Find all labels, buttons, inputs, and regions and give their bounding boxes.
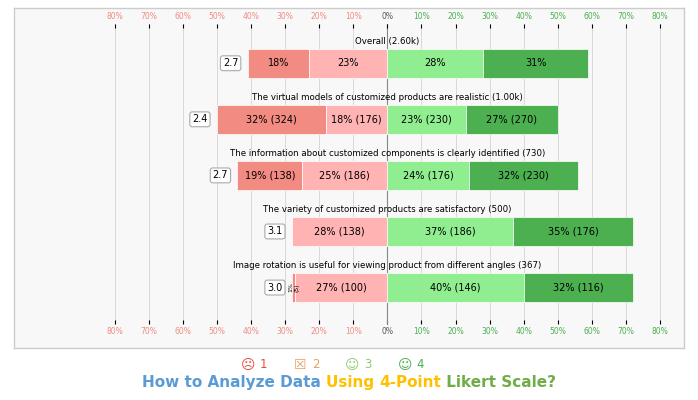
Text: 27% (270): 27% (270)	[487, 114, 537, 124]
Text: The information about customized components is clearly identified (730): The information about customized compone…	[230, 149, 545, 158]
Text: 25% (186): 25% (186)	[320, 170, 370, 180]
Bar	[237, 161, 302, 190]
Text: 18%: 18%	[267, 58, 289, 68]
Bar	[524, 273, 633, 302]
Text: Image rotation is useful for viewing product from different angles (367): Image rotation is useful for viewing pro…	[233, 261, 542, 270]
Bar	[466, 105, 558, 134]
Bar	[483, 49, 588, 78]
Text: 4-Point: 4-Point	[379, 375, 441, 390]
Bar	[309, 49, 387, 78]
Text: 2.7: 2.7	[213, 170, 228, 180]
Bar	[292, 217, 387, 246]
Text: 3.0: 3.0	[267, 282, 283, 292]
Text: 1%
(5): 1% (5)	[288, 283, 299, 292]
Text: 32% (116): 32% (116)	[553, 282, 604, 292]
Text: 37% (186): 37% (186)	[425, 226, 476, 236]
Text: 28% (138): 28% (138)	[314, 226, 365, 236]
Bar	[387, 49, 483, 78]
Text: 2.4: 2.4	[192, 114, 207, 124]
Text: 19% (138): 19% (138)	[244, 170, 295, 180]
Text: 28%: 28%	[424, 58, 446, 68]
Text: 23%: 23%	[337, 58, 359, 68]
Bar	[326, 105, 387, 134]
Text: ☺: ☺	[346, 358, 359, 372]
Text: 3.1: 3.1	[267, 226, 283, 236]
Bar	[469, 161, 578, 190]
Bar	[295, 273, 387, 302]
Bar	[514, 217, 633, 246]
Text: How to Analyze Data: How to Analyze Data	[142, 375, 326, 390]
Text: ☺: ☺	[398, 358, 412, 372]
Bar	[302, 161, 387, 190]
Text: ☒: ☒	[294, 358, 306, 372]
Text: 18% (176): 18% (176)	[332, 114, 382, 124]
Bar	[217, 105, 326, 134]
Text: Overall (2.60k): Overall (2.60k)	[355, 37, 419, 46]
Bar	[387, 273, 524, 302]
Text: 3: 3	[364, 358, 371, 371]
Bar	[248, 49, 309, 78]
Text: 4: 4	[417, 358, 424, 371]
Bar	[387, 217, 514, 246]
Bar	[292, 273, 295, 302]
Text: 35% (176): 35% (176)	[548, 226, 598, 236]
Text: 23% (230): 23% (230)	[401, 114, 452, 124]
Text: The virtual models of customized products are realistic (1.00k): The virtual models of customized product…	[252, 93, 523, 102]
Text: 31%: 31%	[525, 58, 547, 68]
Bar	[387, 105, 466, 134]
Text: 40% (146): 40% (146)	[430, 282, 481, 292]
Text: 2: 2	[312, 358, 319, 371]
Text: ☹: ☹	[241, 358, 255, 372]
Text: 32% (230): 32% (230)	[498, 170, 549, 180]
Bar	[387, 161, 469, 190]
Text: Likert Scale?: Likert Scale?	[441, 375, 556, 390]
Text: Using: Using	[326, 375, 379, 390]
Text: The variety of customized products are satisfactory (500): The variety of customized products are s…	[263, 205, 512, 214]
Text: 2.7: 2.7	[223, 58, 239, 68]
Text: 1: 1	[260, 358, 267, 371]
Text: 27% (100): 27% (100)	[316, 282, 366, 292]
Text: 24% (176): 24% (176)	[403, 170, 454, 180]
Text: 32% (324): 32% (324)	[246, 114, 297, 124]
